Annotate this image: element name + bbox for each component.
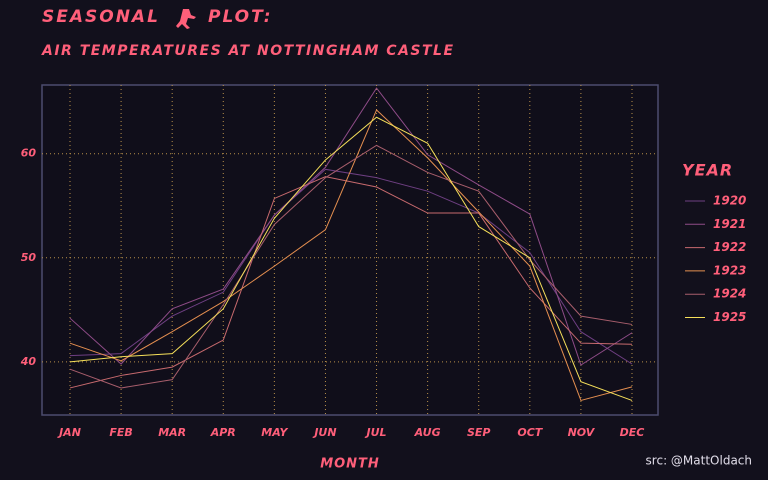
series-line [69,176,633,389]
y-tick-label: 50 [21,251,37,264]
x-tick-label: JUN [312,426,336,439]
legend-label: 1920 [713,194,746,208]
plot: 40 50 60 JAN FEB MAR APR MAY JUN JUL AUG SEP OCT NOV D… [20,85,746,439]
legend-label: 1925 [713,310,746,324]
x-tick-label: JUL [365,426,387,439]
x-tick-label: FEB [109,426,132,439]
x-tick-label: SEP [467,426,491,439]
series-line [69,109,633,402]
chart-title: PLOT: [208,7,273,27]
legend-title: YEAR [682,161,733,180]
chart-subtitle: AIR TEMPERATURES AT NOTTINGHAM CASTLE [41,43,455,59]
x-tick-label: MAR [158,426,186,439]
x-tick-label: MAY [261,426,288,439]
x-tick-label: AUG [414,426,441,439]
series-line [69,116,633,401]
title-icon [176,9,196,29]
series-line [69,168,633,365]
x-tick-label: JAN [57,426,81,439]
y-tick-label: 40 [20,355,37,368]
legend-label: 1921 [713,217,746,231]
series-line [69,87,633,366]
plot-area [41,84,659,416]
caption: src: @MattOldach [646,454,752,468]
y-tick-label: 60 [21,147,37,160]
legend-label: 1924 [713,287,746,301]
x-tick-label: APR [210,426,236,439]
legend-label: 1922 [713,240,746,254]
legend-label: 1923 [713,263,746,277]
chart-title: SEASONAL [42,7,160,27]
x-tick-label: DEC [620,426,645,439]
x-axis-title: MONTH [320,457,380,472]
x-tick-label: NOV [568,426,596,439]
x-tick-label: OCT [517,426,543,439]
series-line [69,144,633,389]
